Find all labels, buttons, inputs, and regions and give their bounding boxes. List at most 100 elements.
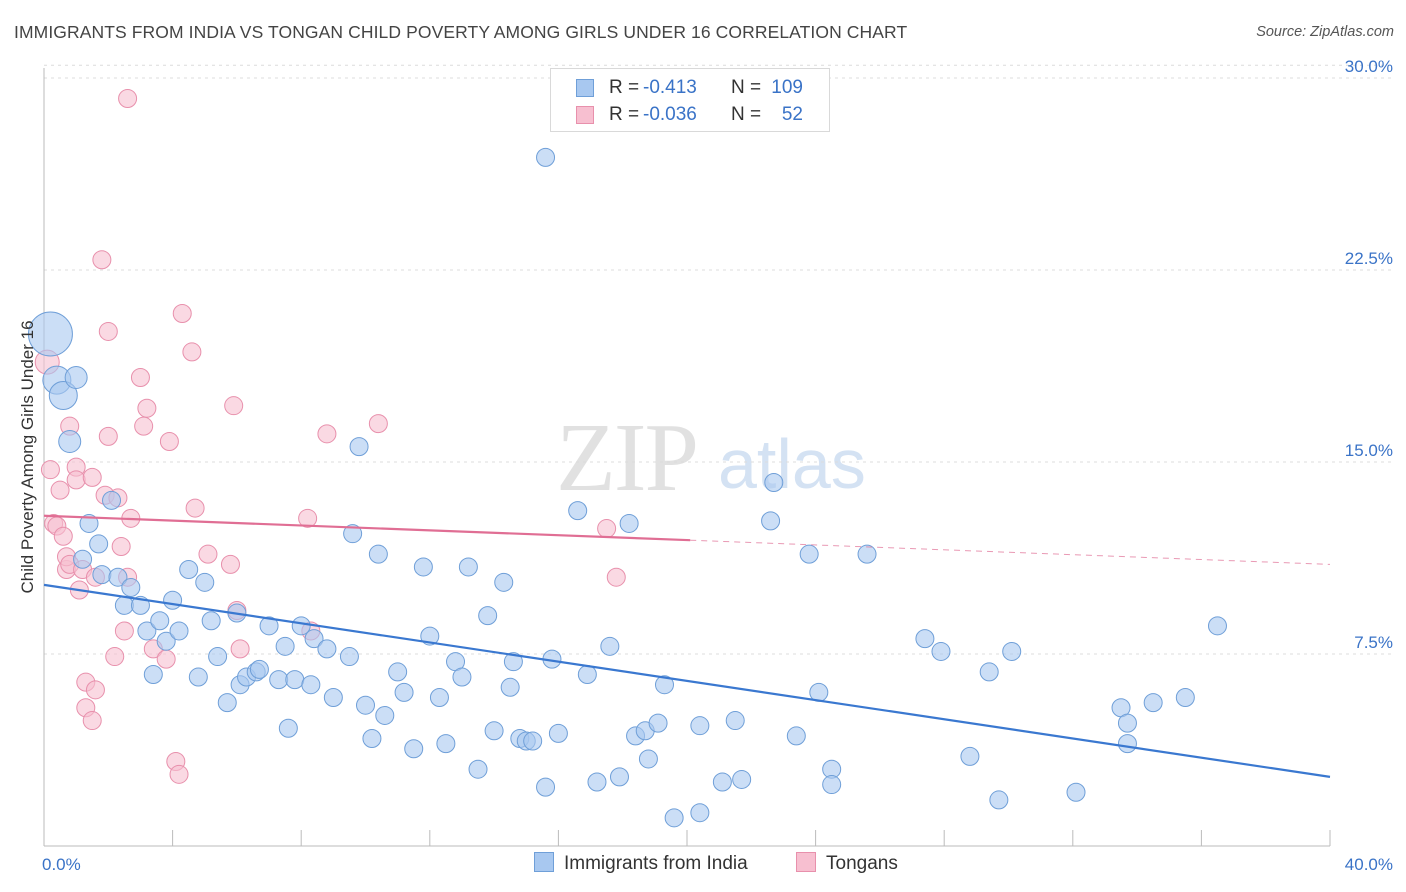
india-point [690, 803, 710, 823]
tongan-point [169, 764, 189, 784]
watermark-zip: ZIP [556, 404, 697, 512]
india-point [725, 711, 745, 731]
legend-r-value: -0.413 [643, 77, 697, 98]
india-point [1002, 641, 1022, 661]
india-point [349, 437, 369, 457]
india-point [217, 693, 237, 713]
tongan-point [105, 647, 125, 667]
india-point [654, 675, 674, 695]
india-point [1207, 616, 1227, 636]
india-point [1066, 782, 1086, 802]
india-point [429, 688, 449, 708]
bottom-legend-swatch-tongan [796, 852, 816, 872]
legend: R = -0.413 N = 109 R = -0.036 N = 52 [550, 68, 830, 132]
india-point [285, 670, 305, 690]
india-point [368, 544, 388, 564]
india-point [137, 621, 157, 641]
y-tick-label: 7.5% [1354, 633, 1393, 652]
india-point [259, 616, 279, 636]
india-point [979, 662, 999, 682]
india-point [269, 670, 289, 690]
tongan-point [220, 554, 240, 574]
tongan-point [597, 519, 617, 539]
india-point [638, 749, 658, 769]
legend-n-value: 52 [781, 104, 803, 125]
india-point [394, 682, 414, 702]
tongan-trend-line [43, 514, 691, 542]
tongan-point [50, 480, 70, 500]
bottom-legend-label-tongan: Tongans [826, 853, 898, 874]
india-point [356, 695, 375, 715]
tongan-point [198, 544, 218, 564]
tongan-point [368, 414, 388, 434]
india-point [548, 723, 568, 743]
india-point [102, 490, 122, 510]
india-point [301, 675, 321, 695]
india-point [188, 667, 208, 687]
y-tick-label: 15.0% [1345, 441, 1393, 460]
tongan-series [34, 88, 626, 784]
india-point [413, 557, 433, 577]
india-point [587, 772, 607, 792]
india-point [609, 767, 629, 787]
india-point [339, 647, 359, 667]
india-point [89, 534, 109, 554]
india-point [458, 557, 478, 577]
india-point [600, 636, 620, 656]
x-tick-label: 0.0% [42, 855, 81, 874]
watermark: ZIP atlas [556, 404, 866, 512]
india-point [143, 664, 163, 684]
tongan-point [53, 526, 73, 546]
tongan-point [172, 304, 192, 324]
tongan-point [40, 460, 60, 480]
india-point [664, 808, 684, 828]
grid [44, 64, 1392, 655]
india-point [568, 501, 588, 521]
india-point [323, 688, 343, 708]
india-point [304, 629, 324, 649]
legend-row-india: R = -0.413 N = 109 [551, 75, 829, 101]
tongan-point [137, 398, 157, 418]
india-point [822, 775, 842, 795]
india-point [404, 739, 424, 759]
india-point [362, 728, 382, 748]
india-point [64, 366, 88, 390]
india-point [208, 647, 228, 667]
india-point [989, 790, 1009, 810]
india-point [857, 544, 877, 564]
india-point [58, 430, 82, 454]
india-point [121, 577, 141, 597]
india-point [150, 611, 170, 631]
tongan-point [159, 432, 179, 452]
y-axis-label: Child Poverty Among Girls Under 16 [18, 320, 37, 593]
india-point [1117, 734, 1137, 754]
india-point [27, 311, 73, 357]
y-tick-label: 30.0% [1345, 57, 1393, 76]
legend-swatch-india [576, 79, 594, 97]
tongan-point [317, 424, 337, 444]
legend-n-label: N = [731, 104, 762, 125]
tongan-point [130, 368, 150, 388]
india-point [388, 662, 408, 682]
watermark-atlas: atlas [718, 425, 866, 503]
india-series [27, 147, 1227, 828]
india-point [108, 567, 128, 587]
tongan-point [82, 711, 102, 731]
tongan-point [134, 416, 154, 436]
india-point [619, 513, 639, 533]
india-point [712, 772, 732, 792]
bottom-legend-swatch-india [534, 852, 554, 872]
india-point [761, 511, 781, 531]
india-point [249, 659, 269, 679]
legend-r-label: R = [609, 77, 640, 98]
india-point [764, 472, 784, 492]
tongan-point [224, 396, 244, 416]
india-point [494, 572, 514, 592]
india-point [48, 380, 78, 410]
india-point [799, 544, 819, 564]
legend-row-tongan: R = -0.036 N = 52 [551, 102, 829, 128]
india-point [195, 572, 215, 592]
india-point [201, 611, 221, 631]
india-point [732, 769, 752, 789]
